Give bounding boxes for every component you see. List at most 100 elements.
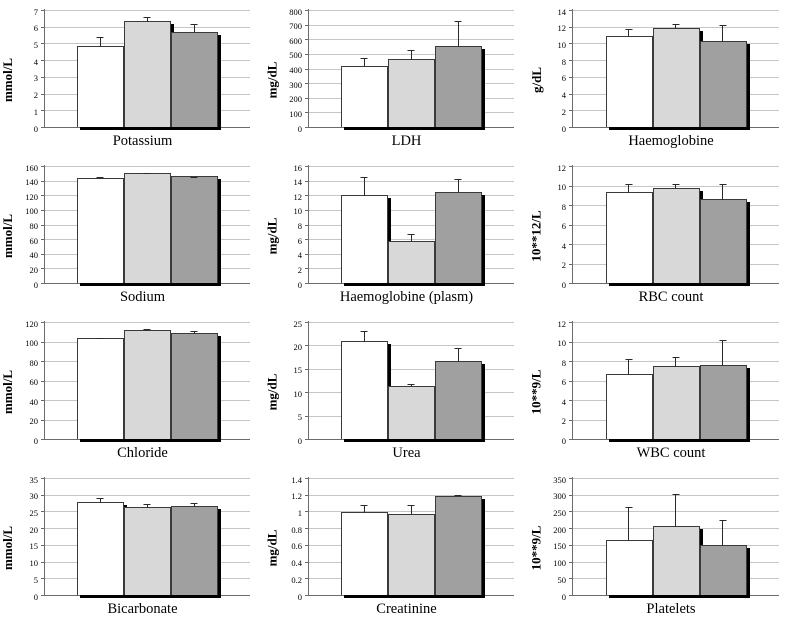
tick-mark — [41, 419, 45, 421]
error-bar-cap — [143, 328, 151, 330]
bars-group — [573, 165, 779, 283]
error-bar — [190, 176, 198, 178]
bar-series-3 — [171, 176, 218, 283]
gridline — [45, 166, 250, 167]
y-tick-labels: 0 5 10 15 20 25 30 35 — [17, 475, 44, 602]
chart-body: 0 2 4 6 8 10 12 WBC count — [545, 314, 793, 470]
bar-series-3 — [435, 178, 482, 283]
plot-row: 0 0.2 0.4 0.6 0.8 1 1.2 1.4 — [281, 475, 514, 602]
gridline — [45, 10, 250, 11]
error-bar-cap — [360, 177, 368, 179]
gridline — [309, 24, 514, 26]
chart-rbc-count: 10**12/L 0 2 4 6 8 10 12 RBC count — [528, 158, 793, 314]
error-bar — [360, 331, 368, 342]
y-axis-title-text: mg/dL — [264, 529, 280, 567]
tick-label: 10 — [29, 558, 39, 569]
y-tick-labels: 0 20 40 60 80 100 120 140 160 — [17, 162, 44, 290]
tick-mark — [305, 24, 309, 26]
bar-series-1 — [341, 331, 388, 439]
y-axis-title-text: mg/dL — [264, 61, 280, 99]
error-bar — [407, 49, 415, 60]
tick-mark — [305, 127, 309, 128]
error-bar — [143, 504, 151, 509]
tick-mark — [569, 26, 573, 28]
plot-area — [41, 165, 250, 284]
gridline — [309, 10, 514, 11]
tick-mark — [41, 239, 45, 241]
gridline — [573, 185, 779, 187]
plot-row: 0 2 4 6 8 10 12 — [545, 163, 779, 290]
tick-label: 4 — [297, 250, 302, 261]
tick-mark — [305, 112, 309, 114]
error-bar-cap — [625, 507, 632, 509]
tick-mark — [569, 528, 573, 530]
error-bar — [360, 57, 368, 68]
gridline — [309, 224, 514, 226]
tick-mark — [305, 544, 309, 546]
tick-mark — [569, 544, 573, 546]
error-bar — [625, 507, 632, 541]
gridline — [309, 195, 514, 197]
y-axis-title-text: mmol/L — [0, 525, 16, 571]
tick-mark — [569, 43, 573, 45]
tick-label: 0.2 — [291, 574, 302, 585]
tick-label: 15 — [293, 365, 303, 376]
tick-label: 50 — [557, 574, 567, 585]
tick-label: 500 — [289, 50, 302, 61]
chart-body: 0 5 10 15 20 25 Urea — [281, 314, 528, 470]
tick-label: 100 — [25, 338, 38, 348]
tick-label: 5 — [297, 412, 302, 423]
tick-mark — [305, 68, 309, 70]
tick-label: 800 — [289, 6, 302, 17]
error-bar-cap — [143, 16, 151, 18]
tick-mark — [41, 209, 45, 211]
tick-label: 10 — [557, 182, 567, 192]
y-axis-title-text: mmol/L — [0, 213, 16, 259]
bars-group — [309, 9, 514, 127]
error-bar — [190, 24, 198, 33]
tick-label: 0 — [33, 279, 38, 290]
error-bar-cap — [625, 28, 632, 30]
y-tick-labels: 0 2 4 6 8 10 12 — [545, 163, 572, 290]
tick-mark — [569, 439, 573, 440]
tick-mark — [41, 10, 45, 11]
error-bar — [719, 25, 726, 42]
bar-series-3 — [435, 494, 482, 595]
error-bar — [360, 504, 368, 514]
tick-label: 0 — [33, 123, 38, 134]
error-bar-cap — [625, 359, 632, 361]
tick-mark — [305, 283, 309, 284]
error-bar-cap — [96, 337, 104, 339]
tick-label: 160 — [25, 162, 38, 173]
x-axis-title: Platelets — [646, 600, 696, 617]
tick-mark — [41, 528, 45, 530]
y-axis-title-text: 10**12/L — [528, 210, 544, 262]
y-axis-title-text: 10**9/L — [528, 525, 544, 571]
tick-label: 80 — [29, 357, 39, 368]
y-axis-title-text: mg/dL — [264, 373, 280, 411]
tick-label: 80 — [29, 221, 39, 231]
plot-area — [305, 165, 514, 284]
y-tick-labels: 0 1 2 3 4 5 6 7 — [17, 7, 44, 134]
tick-mark — [305, 494, 309, 496]
tick-label: 0.4 — [291, 558, 302, 569]
tick-mark — [41, 380, 45, 382]
error-bar — [672, 24, 679, 29]
error-bar-cap — [719, 183, 726, 185]
bar-series-2 — [388, 384, 435, 439]
tick-label: 0 — [297, 123, 302, 134]
tick-mark — [569, 93, 573, 95]
tick-label: 150 — [553, 541, 566, 552]
tick-label: 12 — [557, 23, 567, 34]
gridline — [309, 53, 514, 55]
gridline — [309, 511, 514, 513]
tick-mark — [569, 244, 573, 245]
plot-area — [41, 9, 250, 128]
tick-label: 0 — [561, 123, 566, 134]
tick-mark — [41, 578, 45, 580]
tick-label: 1.2 — [291, 491, 302, 502]
plot-row: 0 1 2 3 4 5 6 7 — [17, 7, 250, 134]
tick-label: 250 — [553, 507, 566, 518]
error-bar-cap — [190, 503, 198, 505]
y-tick-labels: 0 2 4 6 8 10 12 — [545, 319, 572, 446]
